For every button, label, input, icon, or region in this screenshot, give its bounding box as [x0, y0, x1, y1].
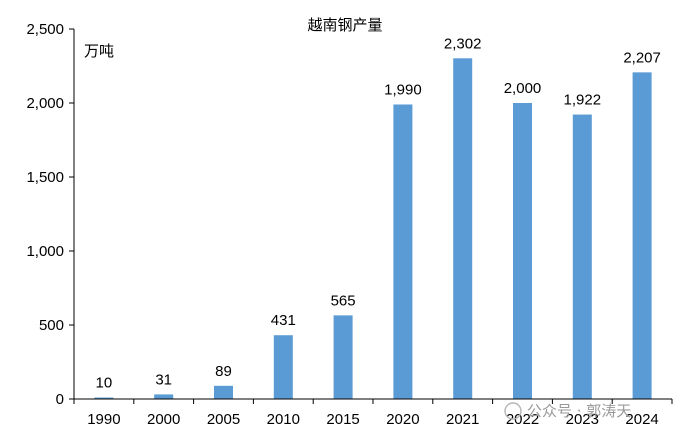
chart-title: 越南钢产量 — [307, 16, 382, 34]
bar — [632, 72, 652, 399]
bar — [453, 58, 473, 399]
unit-label: 万吨 — [84, 42, 114, 60]
data-label: 2,000 — [504, 80, 542, 97]
bars: 10 31 89 431 565 1,990 2,302 2,000 1,922 2,207 — [94, 35, 661, 399]
y-axis: 0 500 1,000 1,500 2,000 2,500 — [26, 21, 74, 408]
bar — [393, 104, 413, 399]
x-tick-label: 2024 — [625, 411, 658, 428]
x-tick-label: 2015 — [326, 411, 359, 428]
data-label: 2,302 — [444, 35, 482, 52]
data-label: 565 — [331, 292, 356, 309]
x-tick-label: 2000 — [147, 411, 180, 428]
x-tick-label: 1990 — [87, 411, 120, 428]
watermark-text: 公众号 · 郭涛天 — [527, 402, 631, 420]
x-tick-label: 2010 — [267, 411, 300, 428]
y-tick-label: 2,500 — [26, 21, 64, 38]
bar — [273, 335, 293, 399]
wechat-icon — [504, 402, 522, 420]
x-tick-label: 2022 — [506, 411, 539, 428]
y-tick-label: 2,000 — [26, 95, 64, 112]
x-tick-label: 2020 — [386, 411, 419, 428]
bar — [333, 315, 353, 399]
data-label: 89 — [215, 363, 232, 380]
data-label: 2,207 — [623, 49, 661, 66]
y-tick-label: 1,000 — [26, 243, 64, 260]
y-tick-label: 500 — [39, 317, 64, 334]
watermark: 公众号 · 郭涛天 — [504, 402, 631, 420]
bar — [154, 394, 174, 399]
data-label: 1,990 — [384, 81, 422, 98]
x-tick-label: 2023 — [566, 411, 599, 428]
bar — [513, 103, 532, 399]
y-tick-label: 0 — [56, 391, 64, 408]
bar — [214, 385, 233, 399]
x-axis: 1990 2000 2005 2010 2015 2020 2021 2022 2023 2024 — [73, 399, 673, 428]
x-tick-label: 2005 — [207, 411, 240, 428]
bar — [94, 397, 114, 399]
data-label: 431 — [271, 312, 296, 329]
x-tick-label: 2021 — [446, 411, 479, 428]
y-tick-label: 1,500 — [26, 169, 64, 186]
data-label: 31 — [155, 371, 172, 388]
bar — [572, 114, 592, 399]
data-label: 1,922 — [564, 92, 602, 109]
data-label: 10 — [96, 375, 113, 392]
